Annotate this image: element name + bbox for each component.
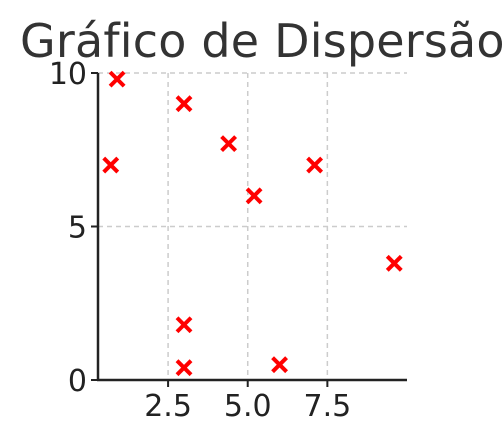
data-point-marker bbox=[175, 95, 193, 113]
data-point-marker bbox=[175, 316, 193, 334]
y-tick-label: 10 bbox=[49, 57, 87, 92]
y-tick-label: 5 bbox=[68, 211, 87, 246]
data-point-marker bbox=[385, 254, 403, 272]
data-point-marker bbox=[175, 359, 193, 377]
x-tick-label: 7.5 bbox=[304, 389, 352, 424]
data-point-marker bbox=[220, 135, 238, 153]
chart-title: Gráfico de Dispersão bbox=[20, 14, 504, 68]
data-point-marker bbox=[108, 70, 126, 88]
data-point-marker bbox=[102, 156, 120, 174]
data-point-marker bbox=[245, 187, 263, 205]
x-tick-label: 5.0 bbox=[224, 389, 272, 424]
data-point-marker bbox=[271, 356, 288, 374]
x-tick-label: 2.5 bbox=[144, 389, 192, 424]
data-point-marker bbox=[306, 156, 324, 174]
y-tick-label: 0 bbox=[68, 364, 87, 399]
